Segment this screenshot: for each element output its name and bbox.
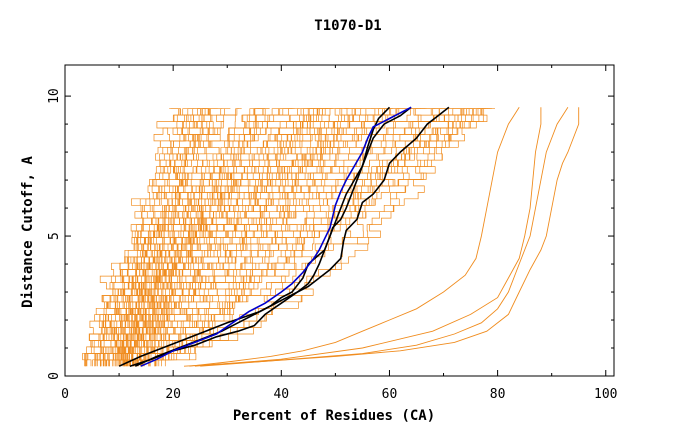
bulk-series-line — [149, 108, 349, 367]
bulk-series-line — [117, 108, 385, 367]
x-axis-label: Percent of Residues (CA) — [233, 408, 435, 424]
outlier-series-line — [189, 107, 520, 367]
reference-series-line — [129, 106, 450, 367]
outlier-series-line — [183, 107, 580, 367]
highlight-series-line — [140, 106, 412, 367]
y-axis: 0 5 10 — [47, 88, 614, 380]
x-tick-label: 40 — [273, 387, 289, 402]
x-tick-label: 60 — [382, 387, 398, 402]
bulk-series-line — [154, 108, 454, 367]
bulk-series-line — [105, 108, 264, 367]
x-tick-label: 80 — [490, 387, 506, 402]
outlier-series-line — [194, 107, 542, 367]
outlier-series-line — [200, 107, 569, 367]
x-tick-label: 0 — [61, 387, 69, 402]
plot-frame — [64, 64, 615, 377]
plot-lines — [82, 106, 580, 367]
bulk-series-line — [85, 108, 316, 367]
y-tick-label: 10 — [47, 88, 62, 104]
bulk-series-line — [144, 108, 207, 367]
x-tick-label: 20 — [165, 387, 181, 402]
chart-title: T1070-D1 — [314, 18, 381, 34]
y-axis-label: Distance Cutoff, A — [20, 156, 36, 308]
y-tick-label: 0 — [47, 372, 62, 380]
y-tick-label: 5 — [47, 232, 62, 240]
bulk-series-line — [123, 108, 356, 367]
bulk-series-line — [143, 108, 495, 367]
x-tick-label: 100 — [594, 387, 617, 402]
x-axis: 0 20 40 60 80 100 — [61, 65, 618, 402]
